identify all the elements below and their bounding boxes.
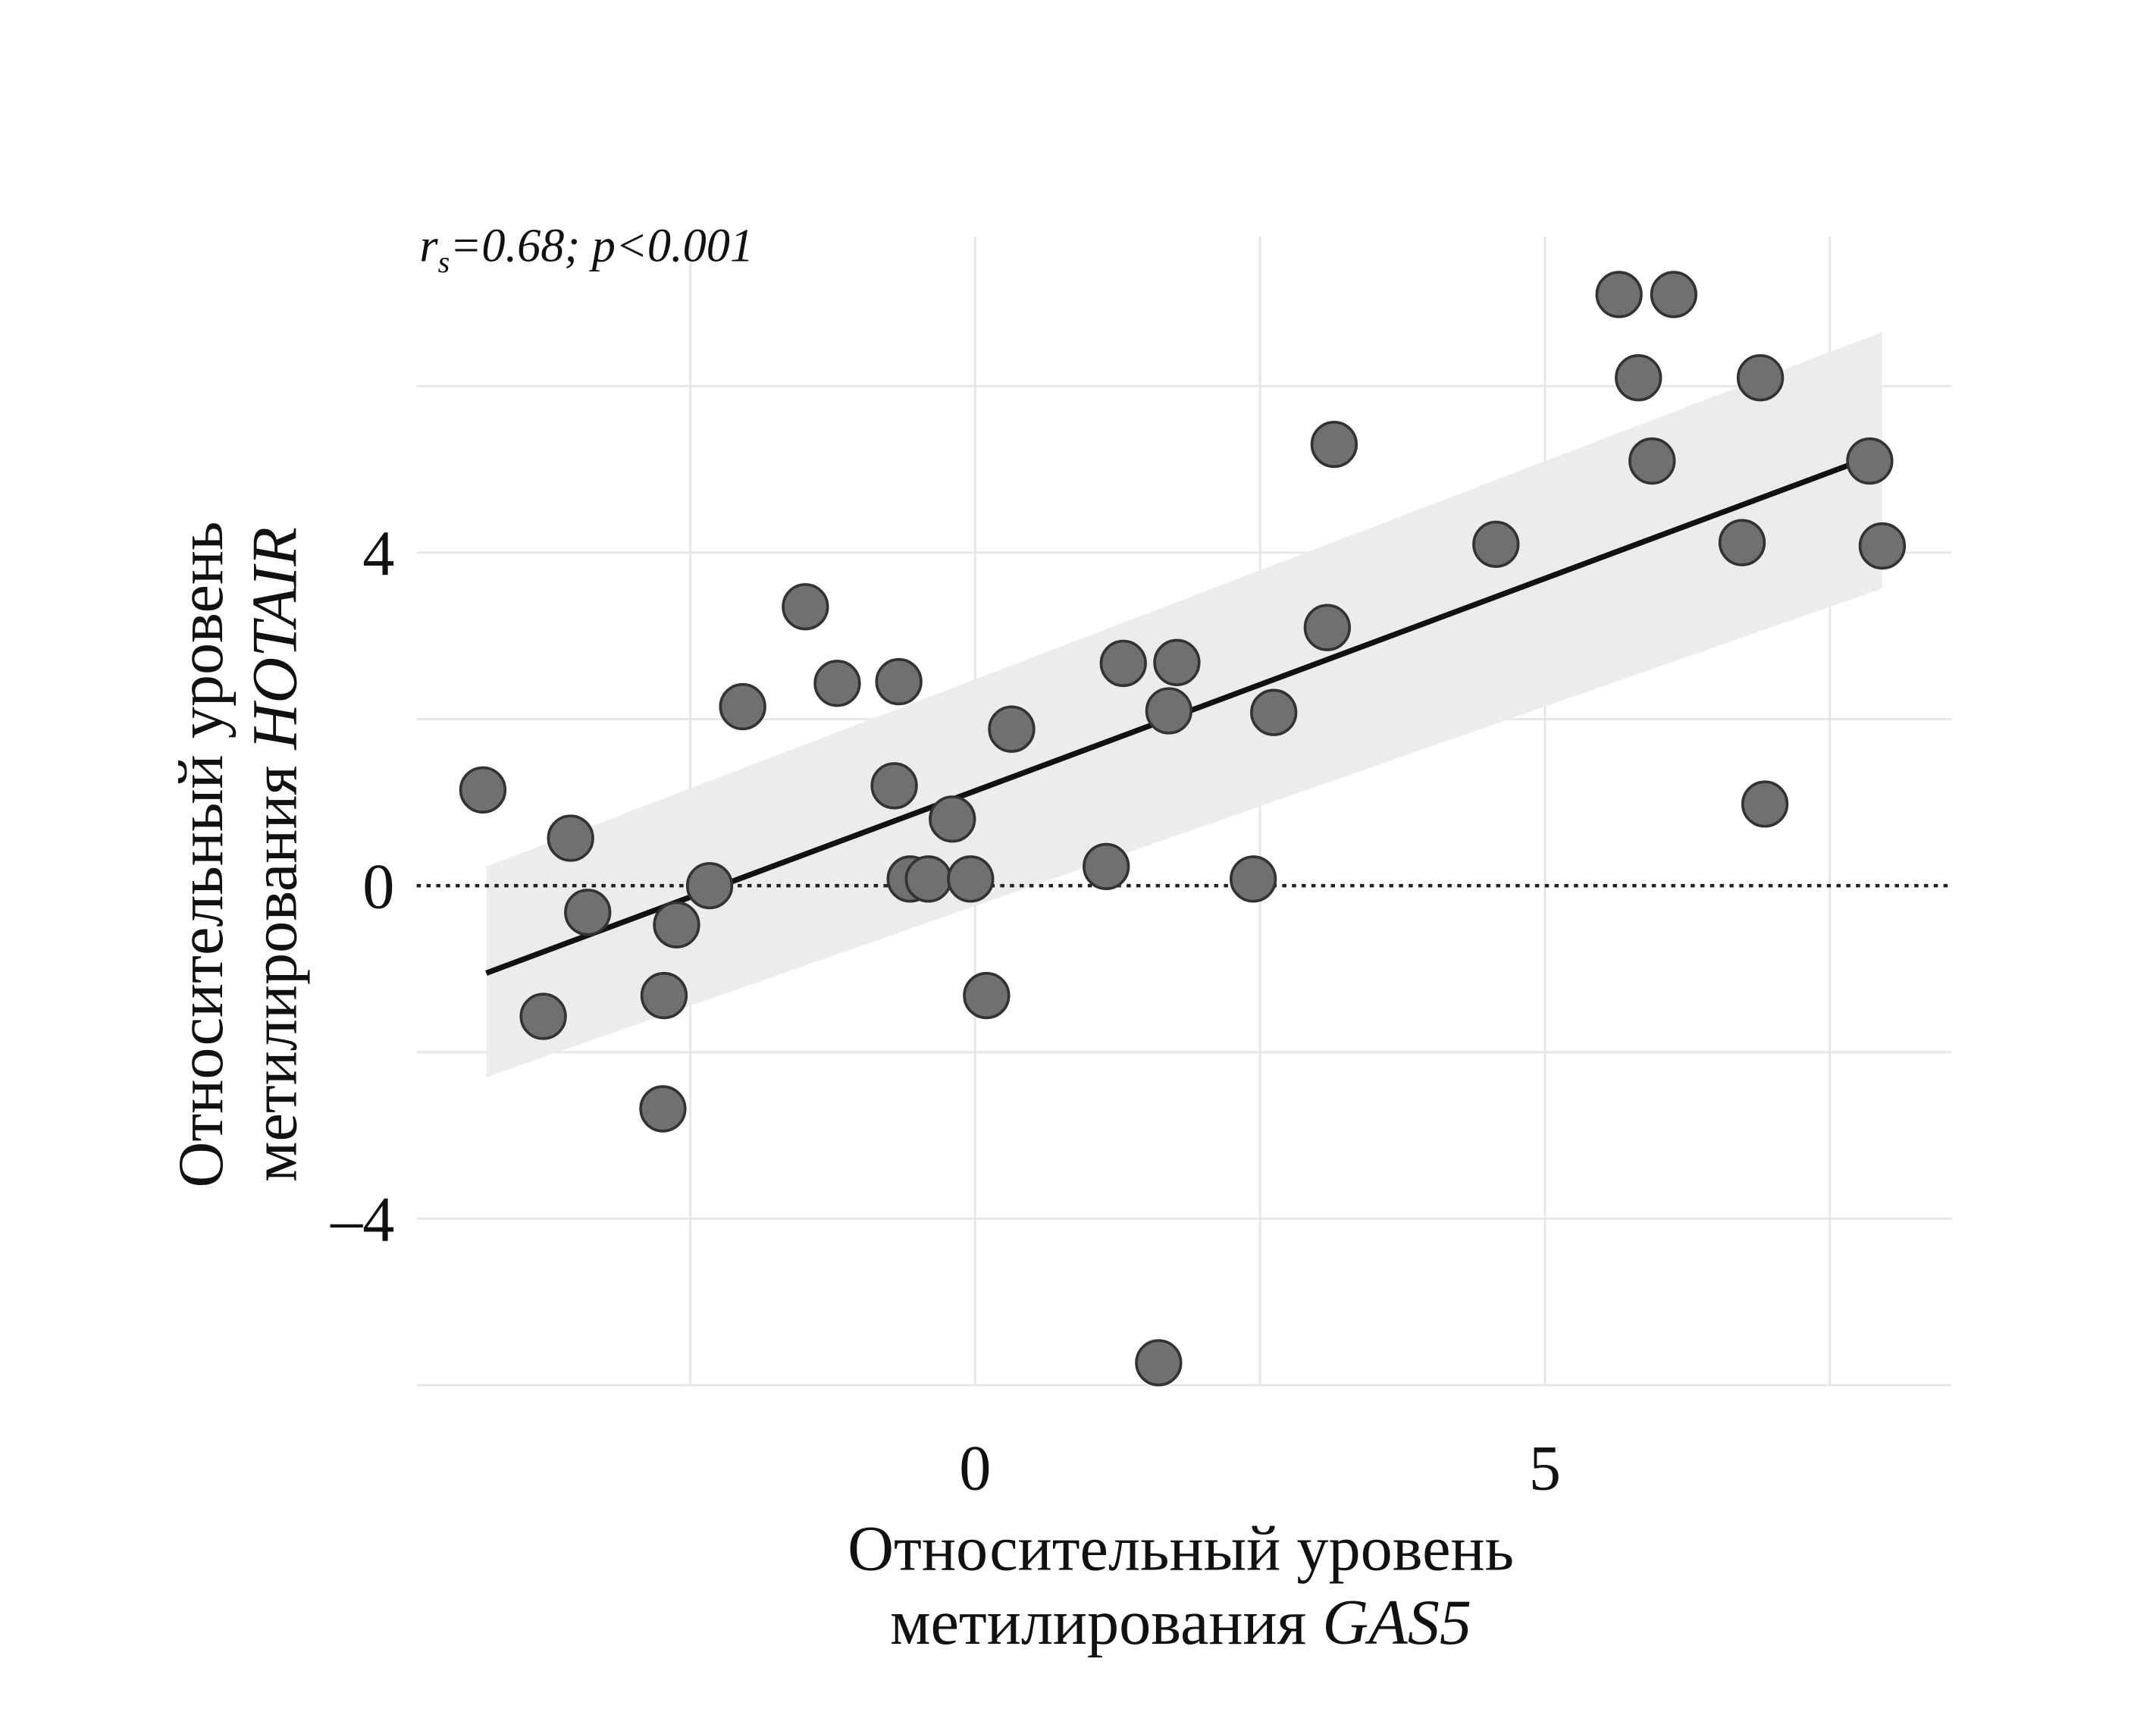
data-point (547, 814, 594, 862)
y-tick-label: 4 (362, 519, 394, 589)
tick-labels: 0 5 4 0 –4 (330, 519, 1561, 1504)
y-axis-gene: HOTAIR (240, 527, 310, 750)
data-point (1250, 688, 1298, 736)
data-point (1650, 271, 1697, 318)
x-tick-label: 5 (1529, 1433, 1561, 1504)
correlation-annotation: rs=0.68; p<0.001 (419, 220, 754, 280)
data-point (1145, 687, 1193, 735)
data-point (1472, 520, 1520, 569)
data-point (653, 901, 700, 949)
annotation-text: =0.68; p<0.001 (450, 220, 754, 272)
data-point (1628, 437, 1676, 485)
data-point (1615, 354, 1662, 402)
y-tick-label: 0 (362, 851, 394, 922)
data-point (1858, 522, 1907, 570)
data-point (1099, 639, 1147, 688)
data-point (1310, 420, 1358, 469)
data-point (875, 657, 923, 706)
data-point (988, 705, 1036, 753)
y-axis-title-prefix: метилирования (240, 750, 310, 1182)
data-point (1153, 638, 1201, 686)
x-axis-title-line2: метилирования GAS5 (890, 1588, 1471, 1658)
data-point (1718, 519, 1766, 566)
data-point (813, 660, 861, 707)
r-symbol: r (419, 220, 438, 272)
x-axis-gene: GAS5 (1322, 1588, 1471, 1658)
data-point (929, 795, 976, 843)
data-point (782, 583, 829, 631)
x-axis-title-prefix: метилирования (890, 1588, 1322, 1658)
data-point (1135, 1339, 1183, 1387)
data-point (639, 1085, 687, 1133)
data-point (519, 992, 567, 1040)
data-point (963, 971, 1011, 1020)
x-axis-title-line1: Относительный уровень (848, 1514, 1514, 1585)
data-point (719, 682, 766, 731)
data-point (459, 766, 507, 814)
y-axis-title-line1: Относительный уровень (166, 522, 237, 1188)
y-tick-label: –4 (330, 1185, 394, 1256)
data-point (947, 855, 995, 903)
data-point (870, 762, 918, 810)
y-axis-title-line2: метилирования HOTAIR (240, 527, 310, 1182)
data-point (1595, 271, 1643, 318)
data-point (685, 861, 734, 910)
data-point (640, 971, 688, 1020)
x-tick-label: 0 (959, 1433, 991, 1504)
data-point (1083, 842, 1130, 891)
data-point (1736, 354, 1785, 402)
data-point (1303, 604, 1351, 651)
data-point (564, 889, 612, 936)
data-point (904, 855, 952, 903)
data-point (1846, 437, 1894, 485)
data-point (1741, 780, 1789, 828)
r-subscript: s (438, 245, 450, 279)
data-points (459, 271, 1907, 1387)
data-point (1229, 855, 1277, 903)
